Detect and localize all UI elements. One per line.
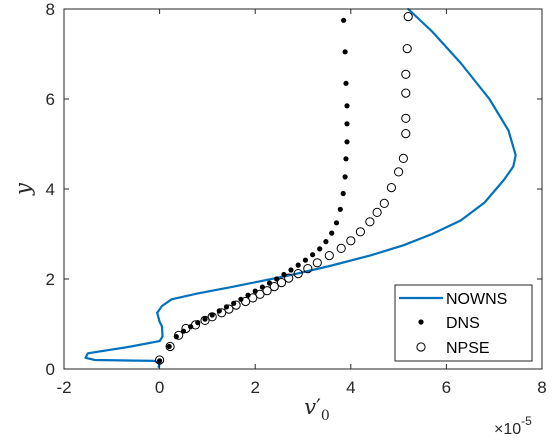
series-nowns-line <box>84 7 517 368</box>
series-dns-point <box>341 17 347 23</box>
series-npse-point <box>312 258 322 268</box>
series-npse-point <box>269 282 279 292</box>
series-dns-point <box>317 246 323 252</box>
x-tick-label: 4 <box>346 378 355 397</box>
y-tick-label: 6 <box>46 90 55 109</box>
series-npse-point <box>248 293 258 303</box>
x-multiplier-label: ×10-5 <box>494 414 532 438</box>
series-dns-point <box>281 271 287 278</box>
series-npse-point <box>262 286 272 296</box>
series-npse-point <box>241 296 251 307</box>
series-npse-point <box>355 227 365 237</box>
legend-dns-swatch <box>418 319 424 325</box>
legend: NOWNS DNS NPSE <box>394 284 533 362</box>
series-npse-point <box>255 289 265 299</box>
series-npse-point <box>207 312 217 322</box>
series-dns-point <box>188 324 194 330</box>
series-npse-point <box>401 129 411 139</box>
series-dns-point <box>344 121 350 127</box>
series-npse-point <box>402 44 412 54</box>
series-dns-point <box>209 312 215 318</box>
series-dns-point <box>343 156 349 162</box>
series-dns-point <box>343 80 349 86</box>
y-tick-label: 4 <box>46 180 55 199</box>
legend-npse-label: NPSE <box>446 340 490 357</box>
series-npse-point <box>190 320 201 330</box>
series-dns-point <box>323 239 329 245</box>
series-npse <box>155 12 413 365</box>
legend-nowns-label: NOWNS <box>446 291 507 308</box>
legend-dns-label: DNS <box>446 315 480 332</box>
series-npse-point <box>398 153 408 163</box>
series-dns-point <box>259 284 265 290</box>
series-dns-point <box>310 252 316 258</box>
series-dns-point <box>342 49 348 55</box>
series-npse-point <box>174 330 184 340</box>
series-dns-point <box>166 343 172 350</box>
series-npse-point <box>336 243 346 253</box>
series-dns-point <box>238 296 244 302</box>
series-dns-point <box>295 262 301 268</box>
series-npse-point <box>365 217 375 227</box>
legend-npse-swatch <box>416 342 426 352</box>
series-dns-point <box>342 174 348 180</box>
series-npse-point <box>386 183 396 193</box>
series-dns-point <box>344 103 350 109</box>
series-npse-point <box>372 207 382 217</box>
series-npse-point <box>303 264 313 274</box>
series-npse-point <box>293 269 303 279</box>
series-npse-point <box>200 315 210 325</box>
series-npse-point <box>401 88 411 98</box>
series-dns-point <box>340 190 346 197</box>
series-npse-point <box>217 308 227 318</box>
series-npse-point <box>324 251 334 261</box>
series-npse-point <box>276 278 287 288</box>
series-dns-point <box>333 220 340 226</box>
series-dns-point <box>344 139 350 145</box>
y-tick-label: 8 <box>46 0 55 19</box>
series-dns-point <box>274 276 280 282</box>
x-tick-label: 2 <box>250 378 259 397</box>
series-dns-point <box>302 257 308 263</box>
series-npse-point <box>403 12 413 22</box>
series-npse-point <box>401 69 411 79</box>
x-tick-label: 0 <box>155 378 164 397</box>
series-layer <box>84 7 517 368</box>
series-npse-point <box>379 198 389 208</box>
x-tick-label: -2 <box>56 378 71 397</box>
series-dns-point <box>337 206 343 212</box>
series-dns-point <box>202 316 208 322</box>
y-axis-ticks: 0 2 4 6 8 <box>46 0 542 379</box>
series-dns-point <box>157 358 163 364</box>
series-npse-point <box>224 304 234 314</box>
series-npse-point <box>394 167 404 177</box>
series-npse-point <box>284 273 294 283</box>
y-tick-label: 0 <box>46 360 55 379</box>
series-npse-point <box>165 341 175 352</box>
series-dns-point <box>329 230 335 236</box>
x-tick-label: 8 <box>537 378 546 397</box>
series-npse-point <box>346 236 356 246</box>
series-npse-point <box>231 300 241 310</box>
series-npse-point <box>181 323 191 334</box>
x-axis-label: v′0 <box>304 395 330 424</box>
y-tick-label: 2 <box>46 270 55 289</box>
x-tick-label: 6 <box>442 378 451 397</box>
series-dns-point <box>288 267 294 273</box>
series-npse-point <box>401 113 411 123</box>
y-axis-label: y <box>11 182 35 196</box>
x-axis-ticks: -2 0 2 4 6 8 <box>56 9 547 397</box>
